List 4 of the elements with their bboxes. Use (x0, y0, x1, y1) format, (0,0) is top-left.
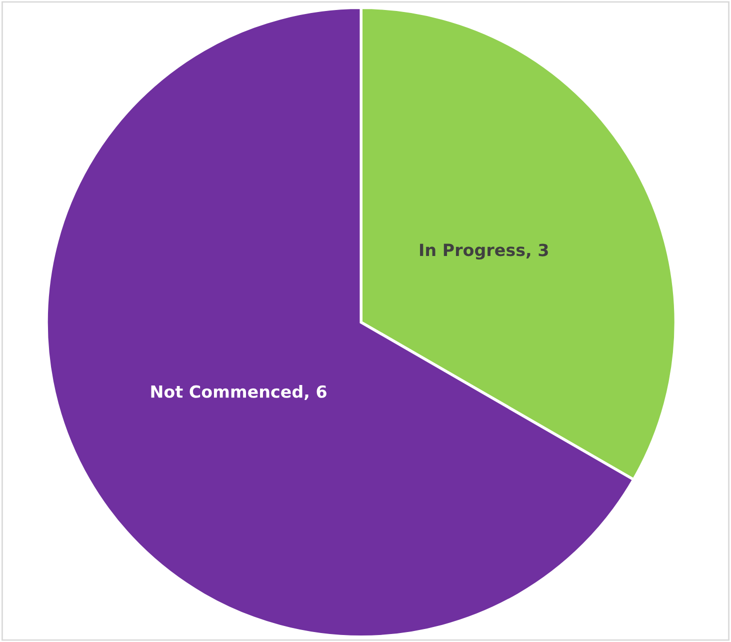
slice-label: In Progress (420, 244, 525, 260)
data-label: , 6 (304, 385, 326, 400)
data-label: , 3 (526, 244, 548, 258)
slice-label: Not Commenced (151, 385, 302, 398)
